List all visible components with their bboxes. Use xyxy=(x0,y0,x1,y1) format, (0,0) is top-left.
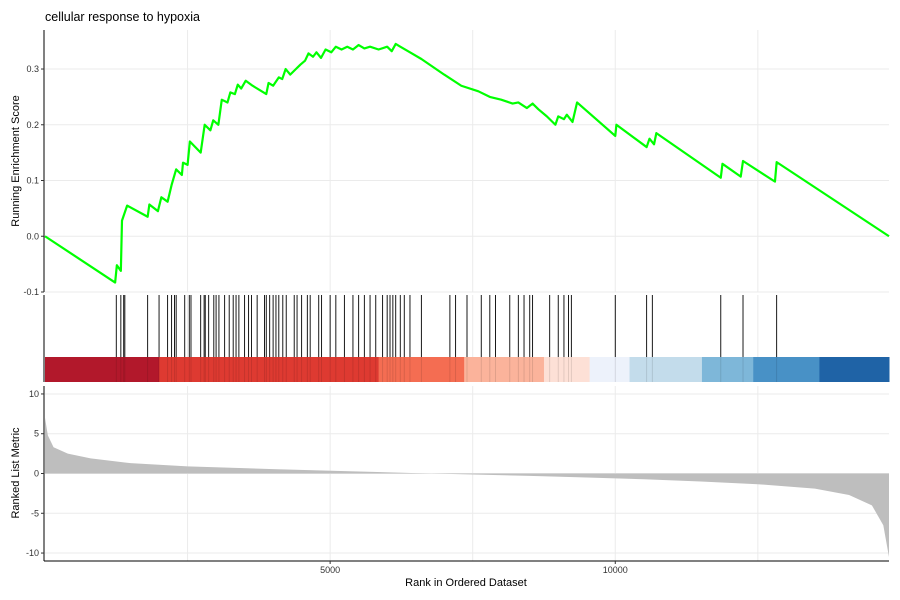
colorbar-segment xyxy=(819,357,890,382)
chart-title: cellular response to hypoxia xyxy=(45,10,200,24)
colorbar-segment xyxy=(753,357,820,382)
y-tick-label: -5 xyxy=(31,508,39,518)
colorbar-segment xyxy=(378,357,465,382)
x-axis-title: Rank in Ordered Dataset xyxy=(405,577,527,589)
colorbar-segment xyxy=(159,357,380,382)
running-score-y-ticks: -0.1 0.0 0.1 0.2 0.3 xyxy=(23,64,44,297)
colorbar-segment xyxy=(589,357,631,382)
running-score-panel: -0.1 0.0 0.1 0.2 0.3 Running Enrichment Scor… xyxy=(10,30,890,297)
y-tick-label: 0.0 xyxy=(26,231,39,241)
running-score-gridlines xyxy=(45,30,889,293)
ranked-list-area xyxy=(45,417,889,558)
ranked-list-panel: -10 -5 0 5 10 5000 10000 Ranked List Metric R… xyxy=(10,386,889,589)
rank-colorbar xyxy=(45,357,890,382)
y-tick-label: 10 xyxy=(29,389,39,399)
y-tick-label: 0 xyxy=(34,469,39,479)
hits-panel xyxy=(43,295,890,382)
colorbar-segment xyxy=(464,357,545,382)
colorbar-segment xyxy=(701,357,754,382)
y-tick-label: -10 xyxy=(26,548,39,558)
hit-lines xyxy=(115,295,778,357)
y-tick-label: 0.1 xyxy=(26,176,39,186)
running-score-y-title: Running Enrichment Score xyxy=(10,95,22,226)
ranked-list-y-ticks: -10 -5 0 5 10 xyxy=(26,389,44,558)
colorbar-segment xyxy=(543,357,591,382)
x-ticks: 5000 10000 xyxy=(320,561,628,575)
x-tick-label: 5000 xyxy=(320,565,340,575)
y-tick-label: 0.2 xyxy=(26,120,39,130)
running-score-line xyxy=(44,42,890,284)
y-tick-label: 5 xyxy=(34,429,39,439)
colorbar-segment xyxy=(45,357,160,382)
ranked-list-y-title: Ranked List Metric xyxy=(10,427,22,519)
y-tick-label: 0.3 xyxy=(26,64,39,74)
x-tick-label: 10000 xyxy=(603,565,628,575)
y-tick-label: -0.1 xyxy=(23,287,39,297)
colorbar-segment xyxy=(629,357,703,382)
